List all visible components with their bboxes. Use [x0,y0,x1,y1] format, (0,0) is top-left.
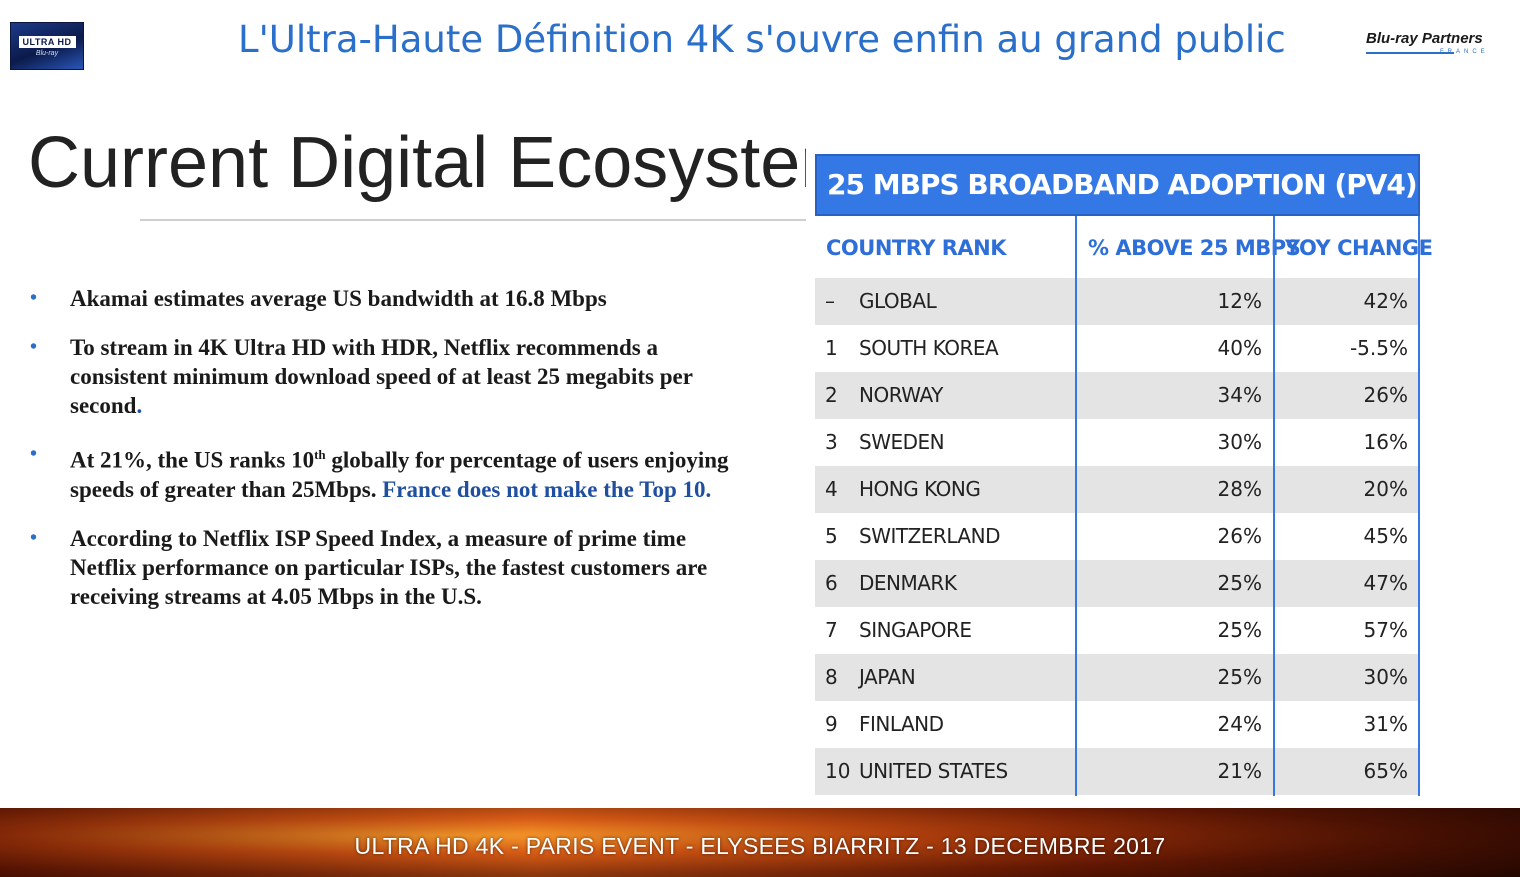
row-yoy-change: 65% [1363,759,1408,783]
row-rank: 8 [825,665,838,689]
row-pct-above: 25% [1217,618,1262,642]
bluray-partners-underline [1366,52,1454,54]
row-country: FINLAND [859,712,944,736]
row-country: HONG KONG [859,477,981,501]
row-rank: 10 [825,759,851,783]
bullet-text: According to Netflix ISP Speed Index, a … [70,525,708,609]
row-yoy-change: 31% [1363,712,1408,736]
ultra-hd-logo-badge: ULTRA HD [18,35,76,48]
bullet-item: • At 21%, the US ranks 10th globally for… [30,440,750,504]
row-country: SOUTH KOREA [859,336,999,360]
row-yoy-change: 30% [1363,665,1408,689]
row-yoy-change: 16% [1363,430,1408,454]
row-yoy-change: 57% [1363,618,1408,642]
ultra-hd-logo-sub: Blu-ray [35,49,59,57]
row-country: JAPAN [859,665,916,689]
row-pct-above: 25% [1217,665,1262,689]
row-pct-above: 28% [1217,477,1262,501]
table-right-border [1418,216,1420,796]
bullet-text: To stream in 4K Ultra HD with HDR, Netfl… [70,335,693,418]
row-pct-above: 30% [1217,430,1262,454]
ultra-hd-logo: ULTRA HD Blu-ray [10,22,84,70]
footer-flare [0,808,1520,877]
table-row: 7 SINGAPORE 25% 57% [815,607,1420,654]
row-country: UNITED STATES [859,759,1008,783]
row-rank: 4 [825,477,838,501]
column-header-yoy-change: YOY CHANGE [1285,236,1433,260]
table-row: 1 SOUTH KOREA 40% -5.5% [815,325,1420,372]
row-country: DENMARK [859,571,957,595]
row-pct-above: 40% [1217,336,1262,360]
table-row: – GLOBAL 12% 42% [815,278,1420,325]
row-country: SWITZERLAND [859,524,1000,548]
row-country: NORWAY [859,383,943,407]
table-row: 3 SWEDEN 30% 16% [815,419,1420,466]
table-title: 25 MBPS BROADBAND ADOPTION (PV4) [815,154,1420,216]
row-yoy-change: 42% [1363,289,1408,313]
row-yoy-change: -5.5% [1349,336,1408,360]
row-country: GLOBAL [859,289,937,313]
bluray-partners-logo: Blu-ray Partners FRANCE [1366,30,1510,60]
footer-text: ULTRA HD 4K - PARIS EVENT - ELYSEES BIAR… [354,833,1166,859]
bullet-text-pre: At 21%, the US ranks 10 [70,447,315,473]
column-divider [1075,216,1077,796]
row-rank: 2 [825,383,838,407]
row-yoy-change: 26% [1363,383,1408,407]
row-pct-above: 26% [1217,524,1262,548]
row-rank: 1 [825,336,838,360]
table-row: 6 DENMARK 25% 47% [815,560,1420,607]
bluray-partners-brand: Blu-ray Partners [1366,30,1483,47]
table-row: 9 FINLAND 24% 31% [815,701,1420,748]
table-row: 4 HONG KONG 28% 20% [815,466,1420,513]
footer-banner: ULTRA HD 4K - PARIS EVENT - ELYSEES BIAR… [0,808,1520,877]
table-row: 10 UNITED STATES 21% 65% [815,748,1420,795]
row-pct-above: 25% [1217,571,1262,595]
table-row: 5 SWITZERLAND 26% 45% [815,513,1420,560]
row-rank: 5 [825,524,838,548]
row-rank: – [825,289,835,313]
bullet-dot-icon: • [30,287,38,309]
bullet-dot-icon: • [30,526,38,549]
row-pct-above: 12% [1217,289,1262,313]
bullet-superscript: th [314,447,326,462]
row-pct-above: 34% [1217,383,1262,407]
bullet-dot-icon: • [30,336,38,358]
bullet-dot-icon: • [30,443,38,465]
row-country: SINGAPORE [859,618,972,642]
row-yoy-change: 45% [1363,524,1408,548]
bullet-list: • Akamai estimates average US bandwidth … [30,284,750,631]
bullet-text: Akamai estimates average US bandwidth at… [70,286,607,311]
row-rank: 3 [825,430,838,454]
slide-title: L'Ultra-Haute Définition 4K s'ouvre enfi… [238,18,1286,61]
row-yoy-change: 20% [1363,477,1408,501]
heading-divider [140,219,806,221]
bullet-item: • Akamai estimates average US bandwidth … [30,284,750,313]
bullet-item: • To stream in 4K Ultra HD with HDR, Net… [30,333,750,420]
row-rank: 7 [825,618,838,642]
column-divider [1273,216,1275,796]
table-row: 2 NORWAY 34% 26% [815,372,1420,419]
row-rank: 6 [825,571,838,595]
bullet-highlight: France does not make the Top 10. [382,476,712,502]
bullet-suffix: . [136,393,143,418]
page-heading: Current Digital Ecosystem [28,123,806,203]
column-header-pct-above: % ABOVE 25 MBPS [1088,236,1301,260]
table-row: 8 JAPAN 25% 30% [815,654,1420,701]
bullet-text-post: globally for percentage of users enjoyin… [70,447,729,502]
bluray-partners-sub: FRANCE [1440,49,1489,55]
row-pct-above: 21% [1217,759,1262,783]
row-pct-above: 24% [1217,712,1262,736]
column-header-country-rank: COUNTRY RANK [826,236,1007,260]
broadband-table: 25 MBPS BROADBAND ADOPTION (PV4) COUNTRY… [815,154,1433,796]
bullet-item: • According to Netflix ISP Speed Index, … [30,524,750,611]
row-country: SWEDEN [859,430,945,454]
row-yoy-change: 47% [1363,571,1408,595]
row-rank: 9 [825,712,838,736]
heading-container: Current Digital Ecosystem [28,118,806,208]
